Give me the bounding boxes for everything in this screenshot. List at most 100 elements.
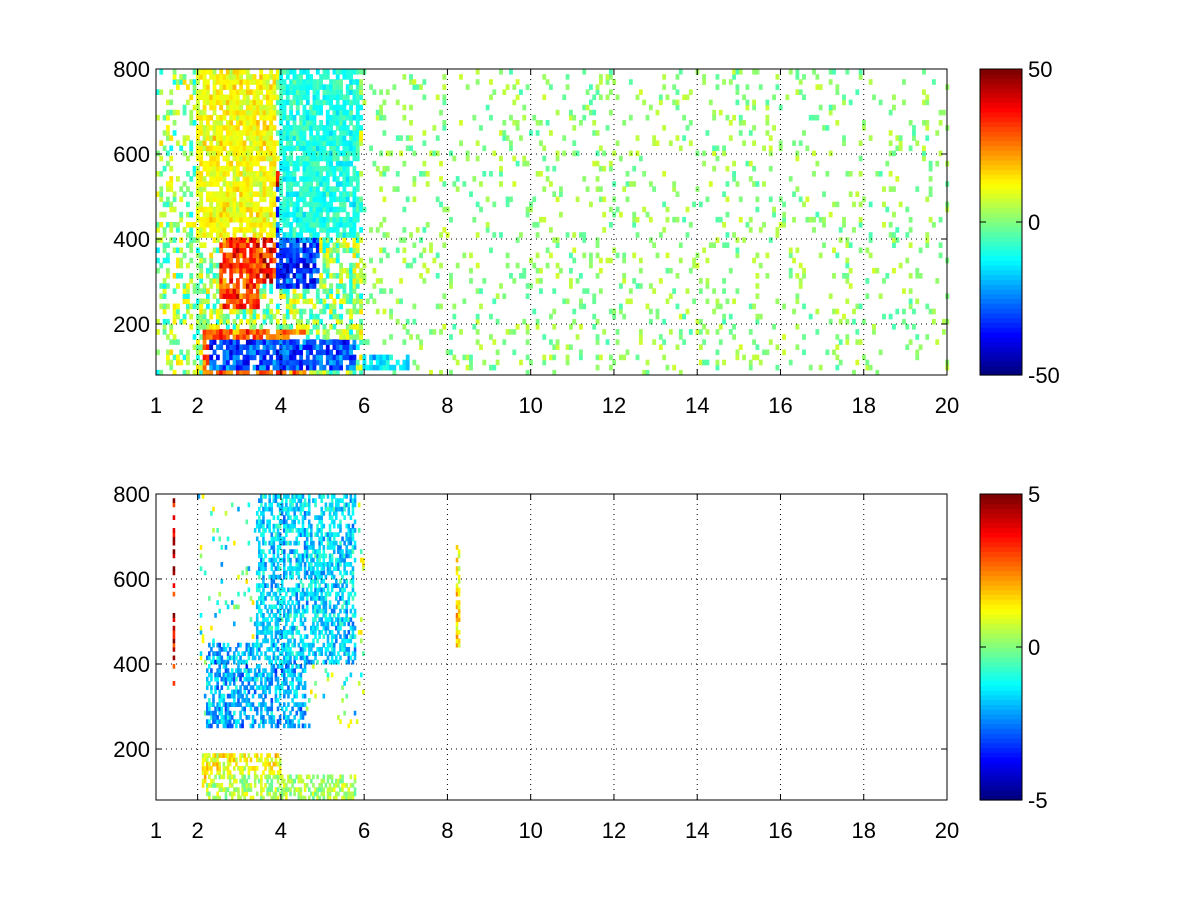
heatmap-cell	[805, 196, 810, 203]
heatmap-cell	[276, 553, 280, 559]
heatmap-cell	[278, 702, 282, 707]
heatmap-cell	[479, 125, 483, 131]
colorbar-swatch	[980, 351, 1022, 357]
heatmap-cell	[275, 252, 280, 259]
heatmap-cell	[219, 120, 224, 126]
heatmap-cell	[235, 237, 240, 243]
heatmap-cell	[249, 647, 253, 652]
heatmap-cell	[199, 216, 204, 223]
heatmap-cell	[285, 668, 288, 673]
heatmap-cell	[409, 334, 413, 340]
heatmap-cell	[282, 104, 287, 111]
heatmap-cell	[349, 227, 353, 233]
heatmap-cell	[195, 109, 200, 116]
heatmap-cell	[652, 140, 657, 146]
colorbar-swatch	[980, 198, 1022, 204]
heatmap-cell	[189, 120, 194, 126]
heatmap-cell	[335, 196, 340, 203]
heatmap-cell	[325, 181, 330, 187]
heatmap-cell	[245, 334, 250, 340]
heatmap-cell	[280, 583, 284, 588]
heatmap-cell	[499, 283, 503, 289]
heatmap-cell	[928, 216, 933, 223]
heatmap-cell	[265, 329, 270, 335]
heatmap-cell	[265, 267, 270, 274]
heatmap-cell	[728, 313, 733, 320]
heatmap-cell	[305, 222, 310, 228]
heatmap-cell	[282, 125, 287, 131]
heatmap-cell	[289, 278, 294, 284]
heatmap-cell	[209, 125, 214, 131]
heatmap-cell	[185, 135, 190, 141]
heatmap-cell	[362, 359, 367, 366]
heatmap-cell	[379, 89, 383, 95]
heatmap-cell	[289, 130, 294, 136]
heatmap-cell	[269, 94, 274, 101]
heatmap-cell	[165, 349, 170, 356]
heatmap-cell	[748, 176, 753, 182]
heatmap-cell	[305, 181, 310, 187]
heatmap-cell	[274, 523, 278, 529]
heatmap-cell	[175, 247, 180, 254]
heatmap-cell	[655, 252, 660, 259]
heatmap-cell	[825, 125, 830, 131]
heatmap-cell	[928, 165, 933, 172]
heatmap-cell	[255, 145, 260, 152]
heatmap-cell	[242, 283, 247, 289]
heatmap-cell	[352, 206, 357, 213]
heatmap-cell	[249, 324, 254, 330]
heatmap-cell	[352, 278, 357, 284]
heatmap-cell	[312, 354, 317, 361]
heatmap-cell	[322, 262, 327, 269]
heatmap-cell	[885, 160, 890, 167]
heatmap-cell	[312, 99, 317, 106]
heatmap-cell	[232, 84, 237, 90]
heatmap-cell	[229, 288, 234, 294]
heatmap-cell	[278, 566, 282, 571]
heatmap-cell	[225, 349, 230, 356]
heatmap-cell	[505, 201, 510, 208]
heatmap-cell	[285, 94, 290, 101]
heatmap-cell	[845, 298, 850, 305]
heatmap-cell	[249, 211, 254, 218]
heatmap-cell	[260, 693, 263, 699]
heatmap-cell	[289, 613, 292, 618]
heatmap-cell	[258, 523, 261, 529]
heatmap-cell	[565, 232, 570, 238]
heatmap-cell	[315, 125, 320, 131]
heatmap-cell	[209, 150, 214, 157]
heatmap-cell	[274, 698, 278, 703]
heatmap-cell	[402, 160, 407, 167]
colorbar-swatch	[980, 69, 1022, 75]
heatmap-cell	[315, 313, 320, 320]
heatmap-cell	[262, 591, 265, 597]
heatmap-cell	[798, 278, 803, 284]
heatmap-cell	[329, 354, 334, 361]
heatmap-cell	[224, 545, 228, 550]
heatmap-cell	[220, 693, 224, 699]
heatmap-cell	[264, 528, 267, 533]
heatmap-cell	[315, 186, 320, 192]
heatmap-cell	[332, 104, 337, 111]
heatmap-cell	[203, 710, 207, 716]
heatmap-cell	[287, 659, 290, 665]
heatmap-cell	[712, 114, 717, 121]
heatmap-cell	[205, 655, 209, 661]
heatmap-cell	[255, 278, 260, 284]
heatmap-cell	[222, 227, 227, 233]
heatmap-cell	[582, 237, 587, 243]
heatmap-cell	[299, 125, 304, 131]
heatmap-cell	[289, 303, 294, 310]
heatmap-cell	[208, 761, 211, 767]
heatmap-cell	[345, 191, 350, 197]
heatmap-cell	[282, 523, 286, 529]
heatmap-cell	[322, 84, 327, 90]
heatmap-cell	[280, 536, 284, 542]
heatmap-cell	[295, 206, 300, 213]
heatmap-cell	[439, 201, 443, 208]
heatmap-cell	[242, 359, 247, 366]
heatmap-cell	[229, 191, 234, 197]
heatmap-cell	[722, 359, 727, 366]
heatmap-cell	[235, 227, 240, 233]
heatmap-cell	[359, 135, 363, 141]
